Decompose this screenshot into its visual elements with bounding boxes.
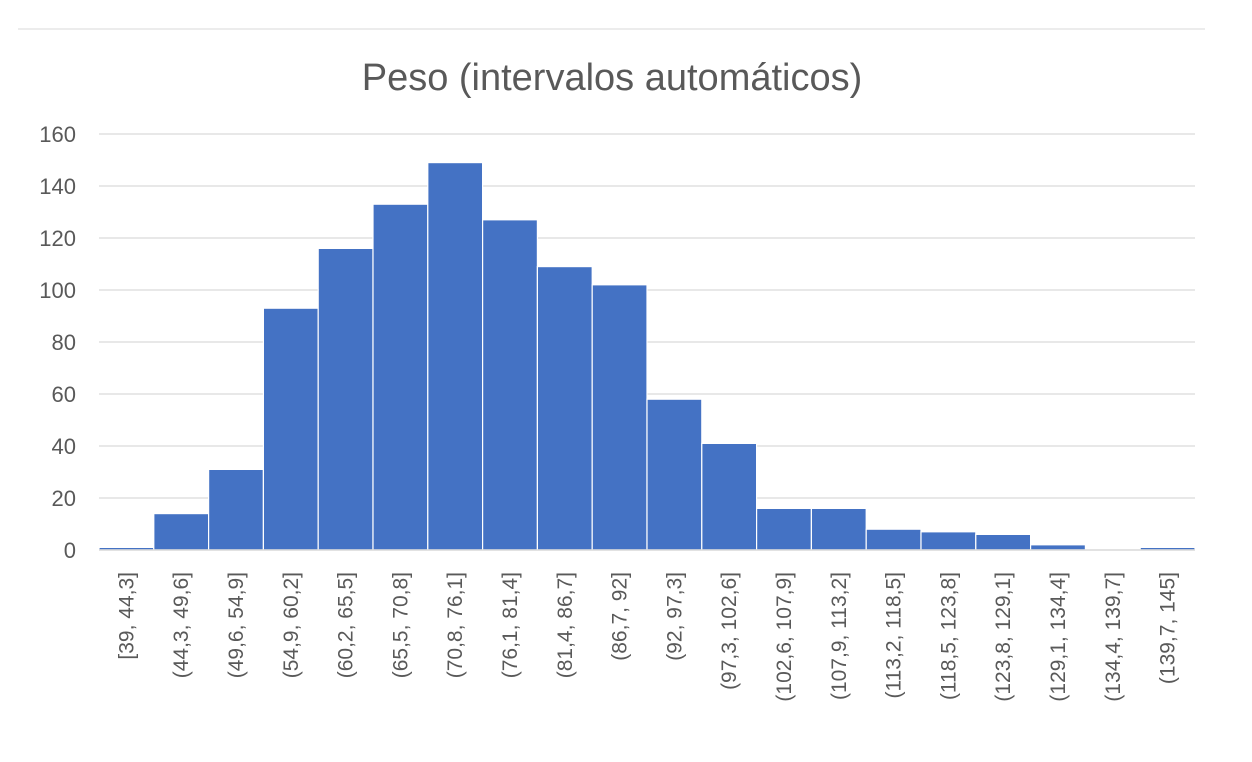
x-tick-label: [39, 44,3] [115,572,138,660]
bar [372,203,429,551]
bar [810,507,867,551]
x-tick-label: (60,2, 65,5] [335,572,358,678]
x-tick-label: (97,3, 102,6] [718,572,741,690]
bars [98,162,1196,551]
x-tick-label: (44,3, 49,6] [170,572,193,678]
bar [975,533,1032,551]
bar [427,162,484,551]
y-tick-labels: 0 20 40 60 80 100 120 140 160 [39,122,76,563]
bar [208,468,265,551]
x-tick-label: (54,9, 60,2] [280,572,303,678]
bar [153,512,210,551]
y-tick-label: 100 [39,278,76,303]
bar [317,247,374,551]
y-tick-label: 60 [52,382,76,407]
x-tick-labels: [39, 44,3] (44,3, 49,6] (49,6, 54,9] (54,9,… [115,572,1179,702]
y-tick-label: 160 [39,122,76,147]
y-tick-label: 80 [52,330,76,355]
x-tick-label: (86,7, 92] [609,572,632,661]
bar [646,398,703,551]
x-tick-label: (92, 97,3] [663,572,686,661]
bar [701,442,758,551]
bar [482,219,539,551]
x-tick-label: (113,2, 118,5] [883,572,906,698]
bar [920,531,977,551]
bar [591,284,648,551]
x-tick-label: (65,5, 70,8] [389,572,412,678]
x-tick-label: (70,8, 76,1] [444,572,467,678]
y-tick-label: 40 [52,434,76,459]
x-tick-label: (129,1, 134,4] [1047,572,1070,702]
x-tick-label: (139,7, 145] [1157,572,1180,684]
x-tick-label: (123,8, 129,1] [992,572,1015,702]
y-tick-label: 0 [64,538,76,563]
x-tick-label: (107,9, 113,2] [828,572,851,700]
y-tick-label: 20 [52,486,76,511]
x-tick-label: (134,4, 139,7] [1102,572,1125,702]
x-tick-label: (118,5, 123,8] [937,572,960,700]
x-tick-label: (102,6, 107,9] [773,572,796,702]
bar [755,507,812,551]
bar [536,266,593,551]
x-tick-label: (49,6, 54,9] [225,572,248,678]
y-tick-label: 140 [39,174,76,199]
bar [865,528,922,551]
y-tick-label: 120 [39,226,76,251]
chart-title: Peso (intervalos automáticos) [362,57,863,99]
x-tick-label: (81,4, 86,7] [554,572,577,678]
bar [262,307,319,551]
x-tick-label: (76,1, 81,4] [499,572,522,678]
bar [1029,544,1086,551]
